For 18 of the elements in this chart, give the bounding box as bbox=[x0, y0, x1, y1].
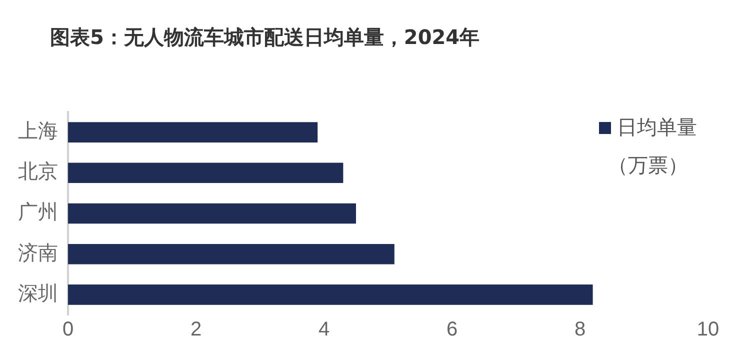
bar bbox=[68, 162, 344, 184]
bar bbox=[68, 122, 318, 142]
x-tick-label: 2 bbox=[190, 318, 202, 341]
y-tick-label: 北京 bbox=[18, 159, 58, 184]
x-tick-label: 10 bbox=[696, 318, 720, 341]
bar bbox=[68, 203, 356, 224]
y-tick-label: 广州 bbox=[18, 200, 58, 224]
x-tick-label: 4 bbox=[318, 318, 330, 341]
y-tick-label: 上海 bbox=[18, 118, 58, 143]
chart-title: 图表5：无人物流车城市配送日均单量，2024年 bbox=[50, 24, 480, 51]
legend-label: 日均单量（万票） bbox=[607, 114, 698, 179]
y-tick-label: 深圳 bbox=[18, 280, 58, 305]
x-tick-label: 8 bbox=[574, 318, 586, 341]
x-tick-label: 0 bbox=[62, 318, 74, 341]
x-tick-label: 6 bbox=[446, 318, 458, 341]
y-tick-label: 济南 bbox=[18, 240, 58, 264]
bar bbox=[68, 244, 394, 264]
bar bbox=[68, 284, 593, 305]
